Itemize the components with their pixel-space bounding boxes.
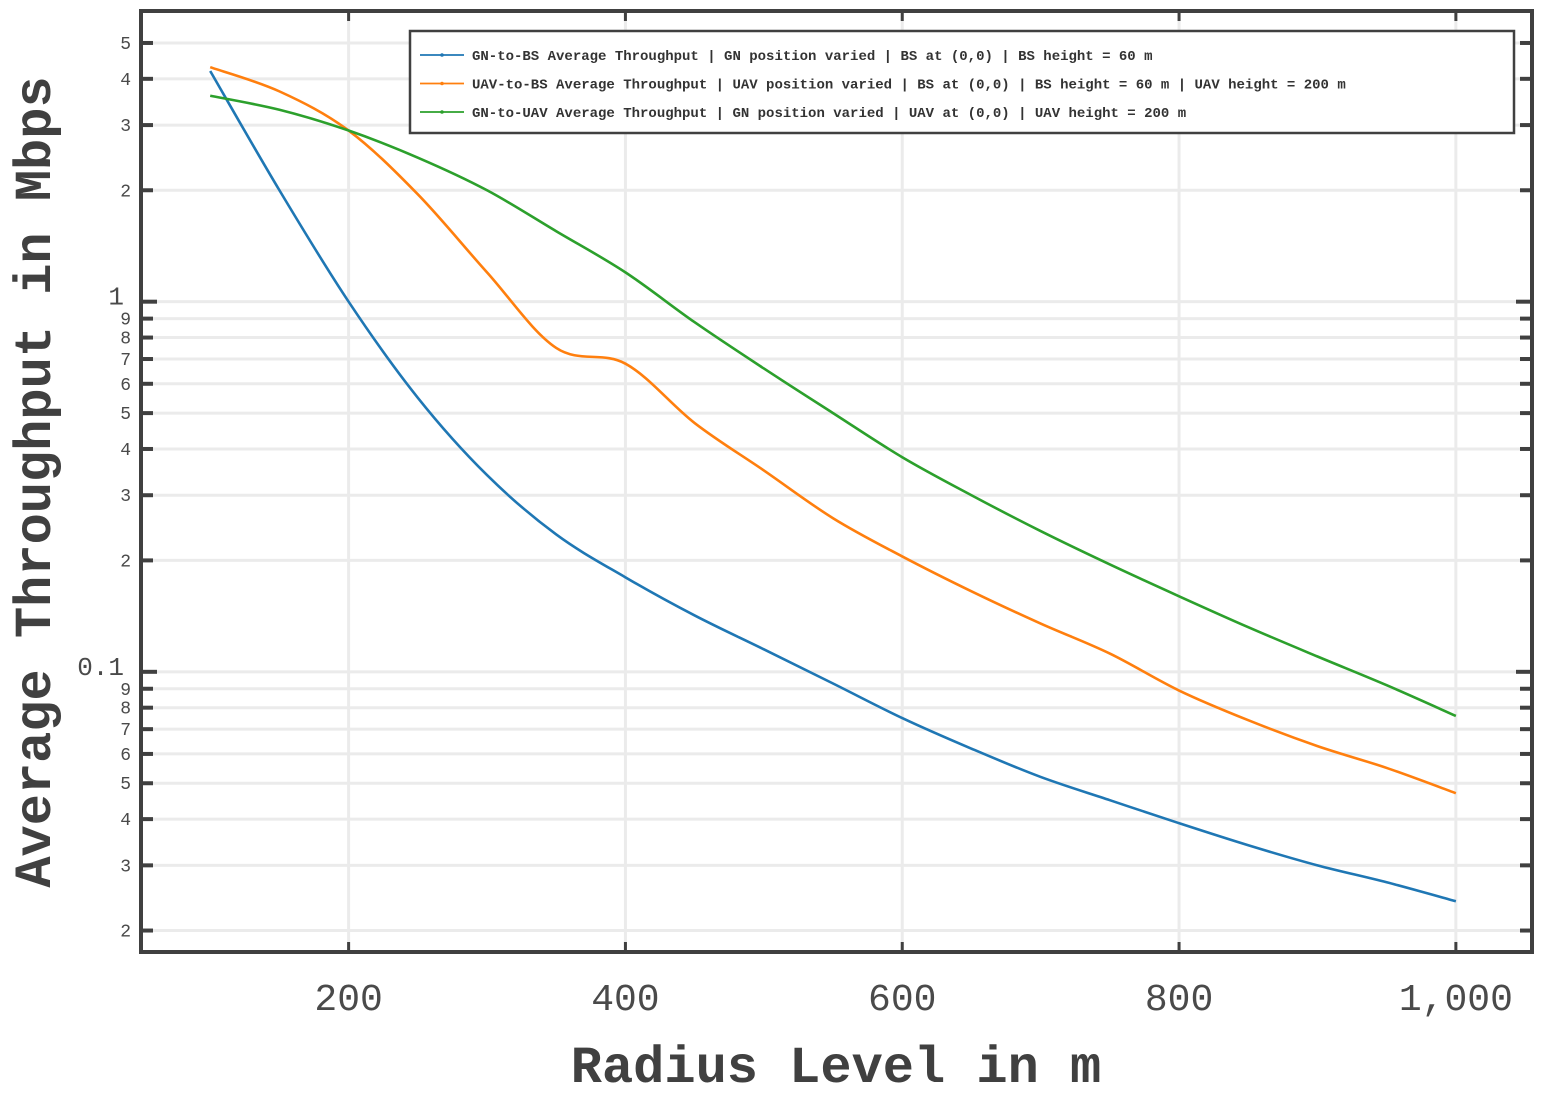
x-tick-label: 800 [1145, 979, 1213, 1022]
y-minor-tick-label: 2 [120, 923, 131, 943]
y-minor-tick-label: 9 [120, 681, 131, 701]
y-minor-tick-label: 2 [120, 182, 131, 202]
y-minor-tick-label: 5 [120, 405, 131, 425]
y-minor-tick-label: 5 [120, 35, 131, 55]
y-minor-tick-label: 3 [120, 117, 131, 137]
legend-label-3: GN-to-UAV Average Throughput | GN positi… [472, 106, 1186, 122]
y-major-tick-label: 1 [108, 283, 124, 313]
plot-background [141, 11, 1532, 952]
y-minor-tick-label: 3 [120, 857, 131, 877]
y-minor-tick-label: 4 [120, 71, 131, 91]
grid-lines [141, 11, 1532, 952]
y-minor-tick-label: 8 [120, 330, 131, 350]
legend-label-2: UAV-to-BS Average Throughput | UAV posit… [472, 78, 1346, 94]
x-tick-label: 600 [868, 979, 936, 1022]
y-minor-tick-label: 7 [120, 351, 131, 371]
x-tick-label: 200 [314, 979, 382, 1022]
x-axis-title: Radius Level in m [571, 1039, 1102, 1098]
series-line-2 [209, 65, 1457, 795]
plot-frame [139, 9, 1534, 954]
y-major-tick-label: 0.1 [77, 653, 124, 683]
data-series [209, 65, 1457, 903]
legend-box [408, 29, 1516, 135]
y-minor-tick-label: 4 [120, 441, 131, 461]
series-line-1 [209, 70, 1457, 903]
series-line-3 [209, 94, 1457, 718]
y-minor-tick-label: 6 [120, 746, 131, 766]
x-tick-labels: 200 400 600 800 1,000 [314, 979, 1512, 1022]
y-minor-tick-label: 3 [120, 487, 131, 507]
y-minor-tick-label: 7 [120, 721, 131, 741]
y-minor-tick-label: 4 [120, 811, 131, 831]
y-minor-tick-label: 2 [120, 552, 131, 572]
legend-marker-1 [440, 53, 444, 57]
y-minor-tick-label: 8 [120, 700, 131, 720]
legend-marker-3 [440, 110, 444, 114]
legend-label-1: GN-to-BS Average Throughput | GN positio… [472, 49, 1153, 65]
x-tick-label: 1,000 [1399, 979, 1513, 1022]
legend-marker-2 [440, 81, 444, 86]
x-tick-label: 400 [591, 979, 659, 1022]
y-minor-tick-label: 9 [120, 311, 131, 331]
legend: GN-to-BS Average Throughput | GN positio… [408, 29, 1516, 135]
y-axis-title: Average Throughput in Mbps [7, 76, 66, 887]
y-minor-tick-label: 6 [120, 376, 131, 396]
y-minor-tick-label: 5 [120, 775, 131, 795]
